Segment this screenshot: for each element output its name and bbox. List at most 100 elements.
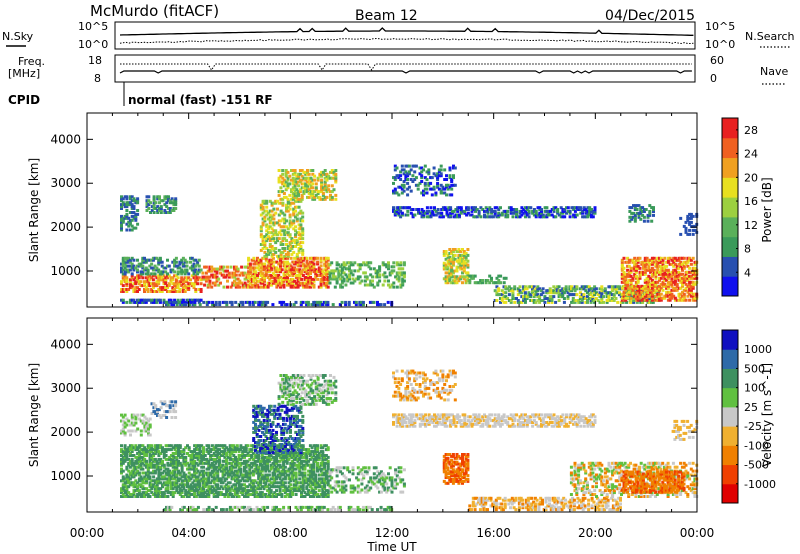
range-cell [210, 489, 214, 493]
range-cell [128, 258, 132, 262]
range-cell [230, 487, 234, 491]
range-cell [265, 239, 269, 243]
range-cell [593, 289, 597, 293]
range-cell [609, 285, 613, 289]
range-cell [182, 473, 186, 477]
range-cell [291, 195, 295, 199]
range-cell [538, 213, 542, 217]
range-cell [153, 479, 157, 483]
range-cell [493, 209, 497, 213]
range-cell [450, 265, 454, 269]
power-ylabel: Slant Range [km] [27, 158, 41, 262]
range-cell [445, 174, 448, 178]
range-cell [691, 282, 695, 286]
range-cell [387, 261, 390, 265]
range-cell [584, 289, 588, 293]
range-cell [319, 264, 323, 268]
range-cell [454, 213, 458, 217]
range-cell [291, 283, 295, 287]
range-cell [226, 481, 230, 485]
range-cell [547, 291, 550, 295]
range-cell [397, 193, 401, 197]
range-cell [292, 201, 296, 205]
range-cell [409, 211, 413, 215]
range-cell [344, 300, 348, 304]
range-cell [616, 300, 620, 304]
range-cell [121, 298, 125, 302]
range-cell [128, 211, 132, 214]
range-cell [500, 297, 504, 300]
range-cell [297, 233, 301, 237]
range-cell [332, 269, 335, 273]
range-cell [134, 459, 138, 463]
range-cell [376, 283, 380, 287]
range-cell [409, 189, 413, 193]
range-cell [136, 278, 139, 282]
range-cell [459, 250, 463, 253]
range-cell [522, 295, 526, 299]
range-cell [436, 181, 440, 185]
range-cell [431, 213, 435, 217]
range-cell [230, 444, 234, 448]
range-cell [652, 208, 655, 211]
range-cell [155, 481, 159, 485]
range-cell [125, 457, 129, 461]
range-cell [325, 195, 329, 199]
range-cell [270, 276, 274, 279]
range-cell [573, 289, 577, 293]
range-cell [168, 491, 172, 495]
range-cell [184, 493, 188, 496]
range-cell [143, 457, 147, 461]
range-cell [312, 270, 316, 274]
range-cell [127, 446, 131, 450]
range-cell [645, 276, 649, 280]
range-cell [286, 281, 289, 285]
range-cell [210, 463, 214, 467]
range-cell [294, 205, 297, 209]
range-cell [251, 300, 255, 304]
range-cell [210, 479, 214, 483]
range-cell [185, 280, 189, 284]
range-cell [443, 208, 447, 211]
range-cell [157, 454, 161, 457]
range-cell [681, 294, 684, 298]
range-cell [169, 487, 173, 491]
range-cell [166, 485, 170, 489]
range-cell [194, 454, 198, 457]
range-cell [194, 448, 198, 452]
range-cell [291, 178, 295, 182]
range-cell [150, 209, 154, 212]
range-cell [272, 201, 276, 205]
range-cell [444, 279, 448, 283]
range-cell [125, 479, 129, 483]
noise-tick-bottom-right: 10^0 [705, 38, 735, 51]
range-cell [157, 446, 161, 450]
range-cell [225, 467, 229, 471]
range-cell [305, 285, 309, 289]
range-cell [201, 275, 205, 279]
range-cell [554, 206, 558, 210]
range-cell [172, 207, 176, 210]
range-cell [318, 197, 322, 201]
range-cell [319, 256, 323, 260]
range-cell [150, 444, 154, 448]
range-cell [225, 477, 229, 481]
range-cell [523, 285, 527, 289]
range-cell [134, 212, 138, 216]
range-cell [288, 207, 292, 211]
range-cell [283, 303, 287, 307]
range-cell [181, 288, 185, 291]
range-cell [211, 273, 215, 277]
range-cell [155, 450, 159, 454]
range-cell [221, 467, 225, 471]
range-cell [276, 233, 279, 237]
range-cell [162, 454, 166, 457]
range-cell [150, 487, 154, 491]
range-cell [198, 459, 202, 463]
range-cell [153, 274, 157, 278]
range-cell [593, 299, 597, 302]
range-cell [134, 276, 138, 280]
range-cell [157, 481, 161, 485]
range-cell [166, 467, 170, 471]
